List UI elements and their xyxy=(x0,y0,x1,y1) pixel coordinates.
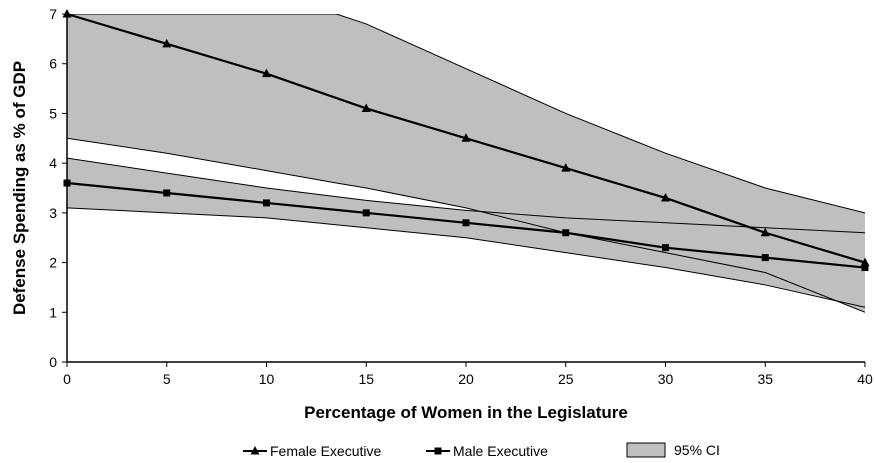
point-male-executive xyxy=(562,229,570,237)
x-tick-label: 15 xyxy=(358,371,374,387)
legend-label-male-executive: Male Executive xyxy=(453,443,548,459)
y-tick-label: 5 xyxy=(49,105,57,121)
x-tick-label: 40 xyxy=(857,371,873,387)
legend: Female Executive Male Executive 95% CI xyxy=(243,442,720,459)
point-female-executive xyxy=(760,227,770,237)
x-ticks: 0 5 10 15 20 25 30 35 40 xyxy=(63,362,873,387)
confidence-bands xyxy=(67,14,865,313)
legend-marker-male-executive xyxy=(434,447,442,455)
x-tick-label: 0 xyxy=(63,371,71,387)
x-tick-label: 5 xyxy=(163,371,171,387)
ci-upper-edge-male-executive xyxy=(67,157,865,234)
point-male-executive xyxy=(163,189,171,197)
x-tick-label: 25 xyxy=(558,371,574,387)
point-male-executive xyxy=(462,219,470,227)
point-male-executive xyxy=(263,199,270,207)
legend-marker-female-executive xyxy=(250,446,260,455)
legend-swatch-95-ci xyxy=(626,442,666,458)
y-tick-label: 7 xyxy=(49,6,57,22)
y-tick-label: 1 xyxy=(49,304,57,320)
y-tick-label: 2 xyxy=(49,255,57,271)
legend-label-female-executive: Female Executive xyxy=(270,443,381,459)
y-tick-label: 0 xyxy=(49,354,57,370)
point-female-executive xyxy=(162,38,172,48)
point-female-executive xyxy=(561,163,571,172)
x-tick-label: 20 xyxy=(458,371,474,387)
point-female-executive xyxy=(62,9,72,18)
ci-lower-edge-male-executive xyxy=(67,207,865,308)
ci-upper-edge-female-executive xyxy=(67,14,865,214)
y-ticks: 0 1 2 3 4 5 6 7 xyxy=(49,6,67,370)
ci-lower-edge-female-executive xyxy=(67,137,865,313)
point-female-executive xyxy=(661,192,670,202)
series-lines xyxy=(62,9,870,272)
y-axis-title: Defense Spending as % of GDP xyxy=(10,61,29,315)
point-male-executive xyxy=(362,209,370,217)
x-tick-label: 35 xyxy=(757,371,773,387)
point-female-executive xyxy=(361,103,371,112)
ci-band-male-executive xyxy=(67,158,865,308)
x-axis-title: Percentage of Women in the Legislature xyxy=(304,403,628,422)
y-tick-label: 6 xyxy=(49,56,57,72)
point-female-executive xyxy=(860,257,870,267)
y-tick-label: 4 xyxy=(49,155,57,171)
point-male-executive xyxy=(861,264,869,272)
x-tick-label: 30 xyxy=(658,371,674,387)
legend-label-95-ci: 95% CI xyxy=(674,442,720,458)
y-tick-label: 3 xyxy=(49,205,57,221)
point-female-executive xyxy=(461,133,471,142)
x-tick-label: 10 xyxy=(259,371,275,387)
point-female-executive xyxy=(262,68,271,78)
point-male-executive xyxy=(662,244,669,252)
point-male-executive xyxy=(761,254,769,262)
